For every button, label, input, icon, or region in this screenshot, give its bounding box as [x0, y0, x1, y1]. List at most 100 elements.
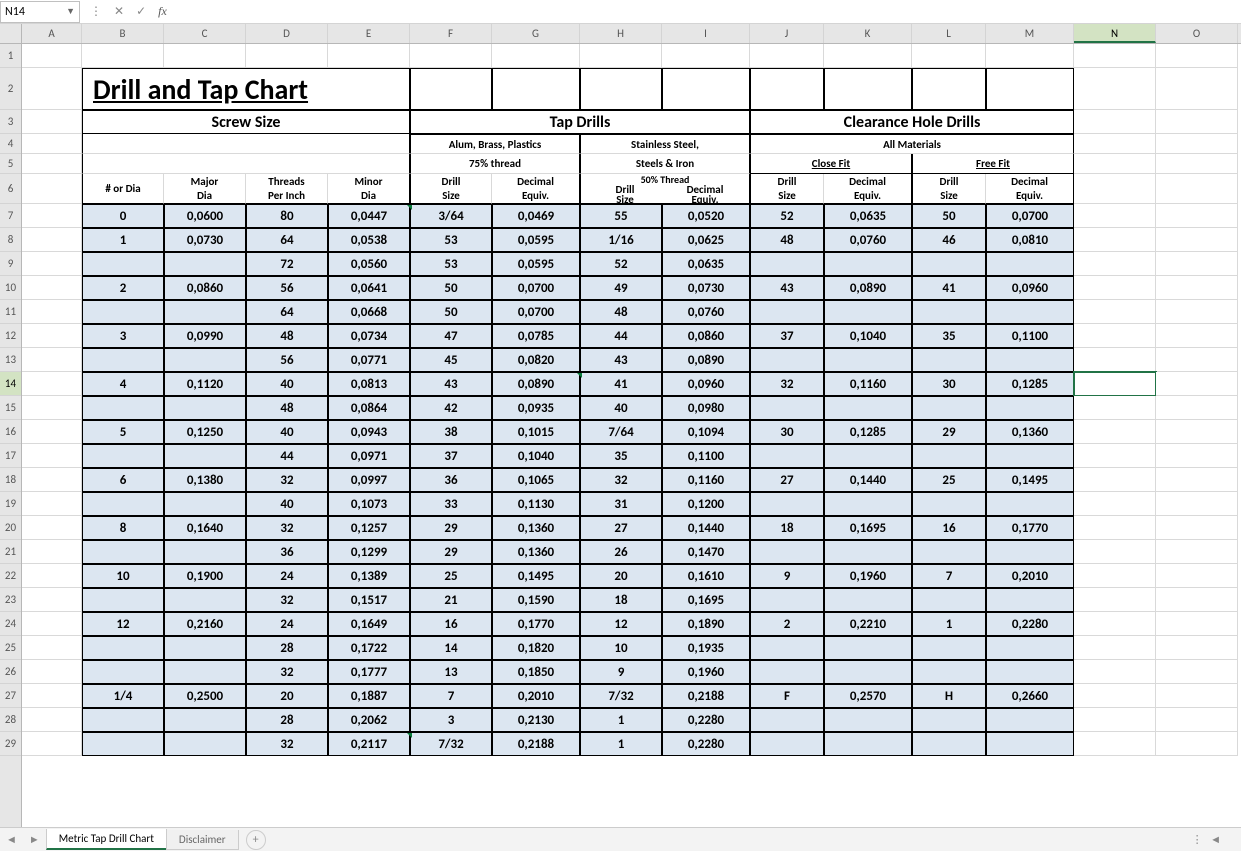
cell[interactable] [22, 110, 82, 134]
cell[interactable]: 0,2280 [662, 708, 750, 732]
cell[interactable]: 0,1820 [492, 636, 580, 660]
cell[interactable] [1074, 708, 1156, 732]
row-header[interactable]: 24 [0, 612, 21, 636]
cell[interactable]: 0,1440 [662, 516, 750, 540]
cell[interactable] [82, 492, 164, 516]
cell[interactable]: 0,1380 [164, 468, 246, 492]
cell[interactable]: 0,0700 [492, 276, 580, 300]
cell[interactable]: 7 [912, 564, 986, 588]
cell[interactable]: 28 [246, 636, 328, 660]
cell[interactable] [1074, 252, 1156, 276]
cell[interactable] [1074, 154, 1156, 174]
cell[interactable]: 16 [912, 516, 986, 540]
cell[interactable]: 30 [912, 372, 986, 396]
cell[interactable] [912, 252, 986, 276]
cell[interactable]: 32 [246, 732, 328, 756]
cell[interactable] [912, 492, 986, 516]
cell[interactable]: 0,1777 [328, 660, 410, 684]
cell[interactable] [912, 348, 986, 372]
cell[interactable]: 25 [912, 468, 986, 492]
cell[interactable]: 35 [580, 444, 662, 468]
column-header[interactable]: I [662, 24, 750, 43]
cell[interactable]: 48 [580, 300, 662, 324]
cell[interactable]: 37 [410, 444, 492, 468]
cell[interactable]: 0,0990 [164, 324, 246, 348]
cell[interactable]: DecimalEquiv. [824, 174, 912, 204]
cell[interactable] [1074, 564, 1156, 588]
cell[interactable]: 80 [246, 204, 328, 228]
cell[interactable] [1156, 44, 1238, 68]
cell[interactable]: 0,2062 [328, 708, 410, 732]
column-header[interactable]: N [1074, 24, 1156, 43]
cell[interactable] [22, 68, 82, 110]
sheet-tab-active[interactable]: Metric Tap Drill Chart [46, 829, 167, 850]
row-header[interactable]: 26 [0, 660, 21, 684]
row-header[interactable]: 25 [0, 636, 21, 660]
cell[interactable] [22, 588, 82, 612]
cell[interactable] [662, 68, 750, 110]
sheet-tab[interactable]: Disclaimer [166, 830, 239, 850]
cell[interactable]: 64 [246, 228, 328, 252]
cell[interactable]: 0,0820 [492, 348, 580, 372]
cell[interactable] [1074, 636, 1156, 660]
cell[interactable] [22, 444, 82, 468]
cell[interactable]: 20 [246, 684, 328, 708]
cell[interactable] [22, 420, 82, 444]
cell[interactable]: 41 [580, 372, 662, 396]
cell[interactable] [824, 660, 912, 684]
cell[interactable]: 0,1040 [824, 324, 912, 348]
cell[interactable]: 0,1040 [492, 444, 580, 468]
cell[interactable] [410, 68, 492, 110]
cell[interactable] [22, 174, 82, 204]
cell[interactable] [1156, 154, 1238, 174]
column-header[interactable]: A [22, 24, 82, 43]
cell[interactable] [22, 348, 82, 372]
cell[interactable]: 0,1470 [662, 540, 750, 564]
cell[interactable]: 43 [750, 276, 824, 300]
cell[interactable] [750, 348, 824, 372]
cell[interactable] [1156, 110, 1238, 134]
cell[interactable]: Close Fit [750, 154, 912, 174]
cell[interactable]: 0,0864 [328, 396, 410, 420]
cell[interactable] [912, 44, 986, 68]
cell[interactable] [82, 134, 410, 154]
cell[interactable]: 0,2660 [986, 684, 1074, 708]
cell[interactable]: 0,0595 [492, 252, 580, 276]
column-header[interactable]: B [82, 24, 164, 43]
cell[interactable]: 5 [82, 420, 164, 444]
column-header[interactable]: M [986, 24, 1074, 43]
cell[interactable] [82, 732, 164, 756]
cell[interactable]: 50 [410, 300, 492, 324]
cell[interactable]: 29 [410, 516, 492, 540]
cell[interactable]: 0,1360 [492, 516, 580, 540]
cell[interactable] [986, 348, 1074, 372]
cell[interactable] [912, 636, 986, 660]
cell[interactable] [22, 372, 82, 396]
cell[interactable] [22, 396, 82, 420]
cell[interactable]: 0,1770 [986, 516, 1074, 540]
cell[interactable]: 0,1900 [164, 564, 246, 588]
cell[interactable]: 21 [410, 588, 492, 612]
cell[interactable]: 1 [580, 708, 662, 732]
cell[interactable] [824, 492, 912, 516]
cell[interactable]: 32 [246, 468, 328, 492]
cell[interactable] [986, 708, 1074, 732]
cell[interactable]: 0,0860 [164, 276, 246, 300]
cell[interactable]: 18 [750, 516, 824, 540]
cell[interactable]: 0,1200 [662, 492, 750, 516]
cell[interactable] [22, 252, 82, 276]
cell[interactable] [750, 708, 824, 732]
cell[interactable]: 7/32 [410, 732, 492, 756]
cell[interactable]: 0,1120 [164, 372, 246, 396]
cell[interactable] [1074, 44, 1156, 68]
cell[interactable]: Alum, Brass, Plastics [410, 134, 580, 154]
cell[interactable] [1074, 204, 1156, 228]
cell[interactable]: 0,0890 [492, 372, 580, 396]
cell[interactable] [82, 154, 410, 174]
cancel-icon[interactable]: ✕ [108, 4, 130, 19]
cell[interactable]: 9 [580, 660, 662, 684]
cell[interactable] [1074, 396, 1156, 420]
cell[interactable]: Drill and Tap Chart [82, 68, 410, 110]
cell[interactable] [1156, 468, 1238, 492]
cell[interactable] [912, 732, 986, 756]
